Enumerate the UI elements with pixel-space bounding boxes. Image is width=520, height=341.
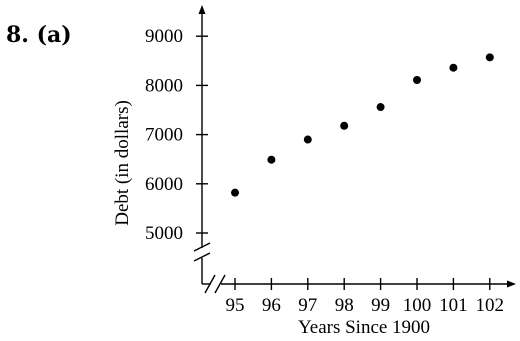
x-tick-label: 97 bbox=[298, 295, 317, 316]
x-tick-label: 98 bbox=[335, 295, 354, 316]
x-tick-label: 99 bbox=[371, 295, 390, 316]
data-point bbox=[303, 135, 312, 144]
x-tick-label: 96 bbox=[262, 295, 281, 316]
data-points bbox=[231, 53, 494, 197]
y-axis-break-mark bbox=[193, 242, 211, 252]
x-axis-break-mark bbox=[214, 274, 226, 294]
y-axis-break-mark bbox=[193, 252, 211, 262]
data-point bbox=[485, 53, 494, 62]
y-tick-label: 9000 bbox=[145, 26, 183, 47]
data-point bbox=[449, 63, 458, 72]
data-point bbox=[376, 103, 385, 112]
data-point bbox=[340, 121, 349, 130]
y-axis-label: Debt (in dollars) bbox=[112, 100, 133, 226]
x-tick-label: 100 bbox=[403, 295, 432, 316]
y-ticks: 5000 6000 7000 8000 9000 bbox=[145, 26, 208, 244]
y-tick-label: 5000 bbox=[145, 223, 183, 244]
x-tick-label: 95 bbox=[226, 295, 245, 316]
problem-label: 8. (a) bbox=[6, 22, 72, 48]
x-axis-break-mark bbox=[204, 274, 216, 294]
x-ticks: 95 96 97 98 99 100 101 102 bbox=[226, 278, 505, 316]
y-tick-label: 7000 bbox=[145, 125, 183, 146]
x-axis-label: Years Since 1900 bbox=[298, 317, 430, 338]
x-axis-arrow bbox=[507, 280, 516, 288]
data-point bbox=[231, 188, 239, 197]
data-point bbox=[413, 75, 421, 84]
y-axis-arrow bbox=[198, 5, 206, 14]
y-tick-label: 6000 bbox=[145, 174, 183, 195]
axes bbox=[193, 5, 516, 294]
y-tick-label: 8000 bbox=[145, 75, 183, 96]
data-point bbox=[267, 155, 276, 164]
x-tick-label: 101 bbox=[439, 295, 468, 316]
x-tick-label: 102 bbox=[476, 295, 505, 316]
